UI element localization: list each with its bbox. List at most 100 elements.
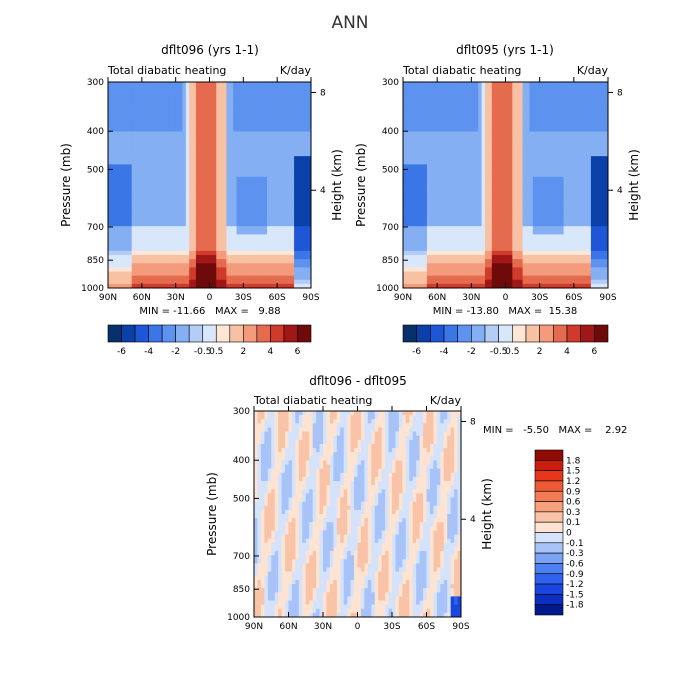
field-cell xyxy=(185,110,190,116)
field-cell xyxy=(505,209,510,215)
field-cell xyxy=(124,275,129,281)
field-cell xyxy=(280,193,285,198)
field-cell xyxy=(444,197,448,202)
field-cell xyxy=(474,147,479,153)
field-cell xyxy=(148,110,153,116)
field-cell xyxy=(297,230,302,235)
field-cell xyxy=(151,110,156,116)
field-cell xyxy=(546,127,551,132)
field-cell xyxy=(216,180,221,186)
field-cell xyxy=(226,110,231,116)
field-cell xyxy=(532,82,537,87)
field-cell xyxy=(277,143,281,149)
field-cell xyxy=(195,222,200,227)
field-cell xyxy=(270,189,275,194)
field-cell xyxy=(145,213,149,219)
field-cell xyxy=(584,209,588,215)
field-cell xyxy=(519,193,523,198)
field-cell xyxy=(478,110,482,116)
field-cell xyxy=(267,259,271,264)
field-cell xyxy=(450,102,455,108)
field-cell xyxy=(604,205,609,211)
field-cell xyxy=(260,123,265,128)
field-cell xyxy=(260,147,265,153)
field-cell xyxy=(185,164,190,169)
field-cell xyxy=(108,102,112,108)
field-cell xyxy=(485,160,489,165)
field-cell xyxy=(416,160,421,165)
field-cell xyxy=(474,135,479,141)
field-cell xyxy=(253,226,258,231)
field-cell xyxy=(111,114,116,120)
field-cell xyxy=(165,197,170,202)
field-cell xyxy=(277,246,281,252)
field-cell xyxy=(290,102,295,108)
field-cell xyxy=(236,127,241,132)
field-cell xyxy=(151,275,156,281)
field-cell xyxy=(423,156,428,161)
field-cell xyxy=(158,279,163,285)
field-cell xyxy=(287,205,292,211)
field-cell xyxy=(185,139,190,145)
field-cell xyxy=(573,197,578,202)
field-cell xyxy=(413,152,418,157)
field-cell xyxy=(172,139,177,145)
field-cell xyxy=(179,246,183,252)
field-cell xyxy=(135,213,139,219)
field-cell xyxy=(433,176,438,182)
field-cell xyxy=(124,205,129,211)
field-cell xyxy=(508,160,513,165)
field-cell xyxy=(277,82,281,87)
field-cell xyxy=(539,139,544,145)
field-cell xyxy=(519,172,523,178)
field-cell xyxy=(128,213,133,219)
field-cell xyxy=(280,131,285,136)
field-cell xyxy=(577,90,582,95)
field-cell xyxy=(457,172,462,178)
field-cell xyxy=(467,189,472,194)
field-cell xyxy=(440,143,445,149)
field-cell xyxy=(270,123,275,128)
field-cell xyxy=(573,143,578,149)
field-cell xyxy=(280,255,285,260)
field-cell xyxy=(239,82,244,87)
field-cell xyxy=(206,106,210,112)
field-cell xyxy=(273,135,278,141)
field-cell xyxy=(206,176,210,182)
field-cell xyxy=(532,189,537,194)
field-cell xyxy=(294,201,298,206)
field-cell xyxy=(192,172,197,178)
field-cell xyxy=(437,189,441,194)
field-cell xyxy=(580,180,585,186)
field-cell xyxy=(409,86,414,91)
field-cell xyxy=(226,94,231,99)
field-cell xyxy=(206,230,210,235)
field-cell xyxy=(307,98,312,103)
field-cell xyxy=(158,168,163,174)
field-cell xyxy=(206,86,210,91)
field-cell xyxy=(409,168,414,174)
field-cell xyxy=(277,275,281,281)
field-cell xyxy=(158,246,163,252)
field-cell xyxy=(273,90,278,95)
field-cell xyxy=(461,180,465,186)
field-cell xyxy=(121,90,126,95)
field-cell xyxy=(128,238,133,244)
field-cell xyxy=(236,139,241,145)
field-cell xyxy=(461,176,465,182)
field-cell xyxy=(145,86,149,91)
field-cell xyxy=(556,131,561,136)
field-cell xyxy=(287,189,292,194)
field-cell xyxy=(223,110,227,116)
field-cell xyxy=(138,279,143,285)
field-cell xyxy=(192,143,197,149)
field-cell xyxy=(165,234,170,239)
field-cell xyxy=(195,127,200,132)
field-cell xyxy=(430,114,435,120)
field-cell xyxy=(256,189,261,194)
field-cell xyxy=(145,250,149,256)
field-cell xyxy=(243,283,248,289)
field-cell xyxy=(108,139,112,145)
field-cell xyxy=(192,114,197,120)
field-cell xyxy=(216,94,221,99)
